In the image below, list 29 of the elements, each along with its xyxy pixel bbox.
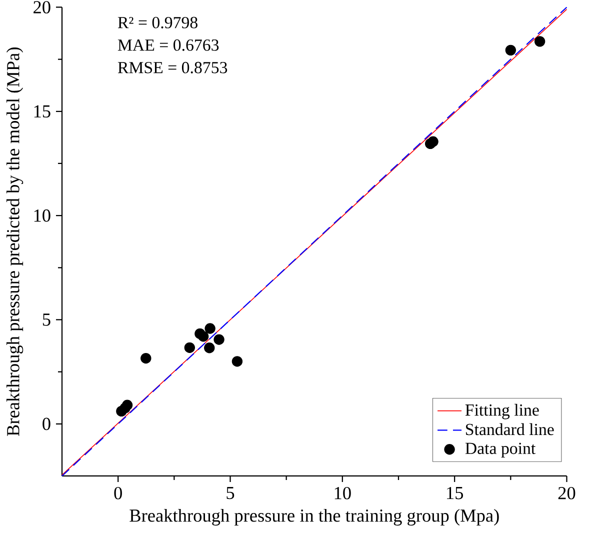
x-tick-label: 5 [226,486,234,500]
annotation: MAE = 0.6763 [118,39,219,51]
annotation: RMSE = 0.8753 [118,62,228,74]
x-tick-label: 10 [334,486,351,500]
legend-label: Data point [465,442,536,458]
y-axis-title: Breakthrough pressure predicted by the model (MPa) [6,48,24,436]
point [428,136,438,147]
legend-label: Standard line [466,423,554,436]
point [505,44,516,56]
y-tick-label: 0 [42,418,50,430]
x-axis-title: Breakthrough pressure in the training group (Mpa) [130,508,499,526]
point [184,342,195,353]
legend-label: Fitting line [465,404,539,420]
x-tick-label: 15 [447,486,463,500]
point [204,323,216,334]
y-tick-label: 15 [34,105,50,118]
x-tick-label: 20 [558,486,576,500]
y-tick-label: 20 [34,1,50,14]
point [204,342,215,354]
point [534,36,546,47]
annotation: R² = 0.9798 [118,16,198,28]
point [140,352,152,364]
x-tick-label: 0 [114,486,122,500]
y-tick-label: 5 [42,314,50,326]
point [122,400,133,410]
point [232,356,243,367]
point [214,334,224,345]
y-tick-label: 10 [34,209,50,222]
point [198,331,209,342]
